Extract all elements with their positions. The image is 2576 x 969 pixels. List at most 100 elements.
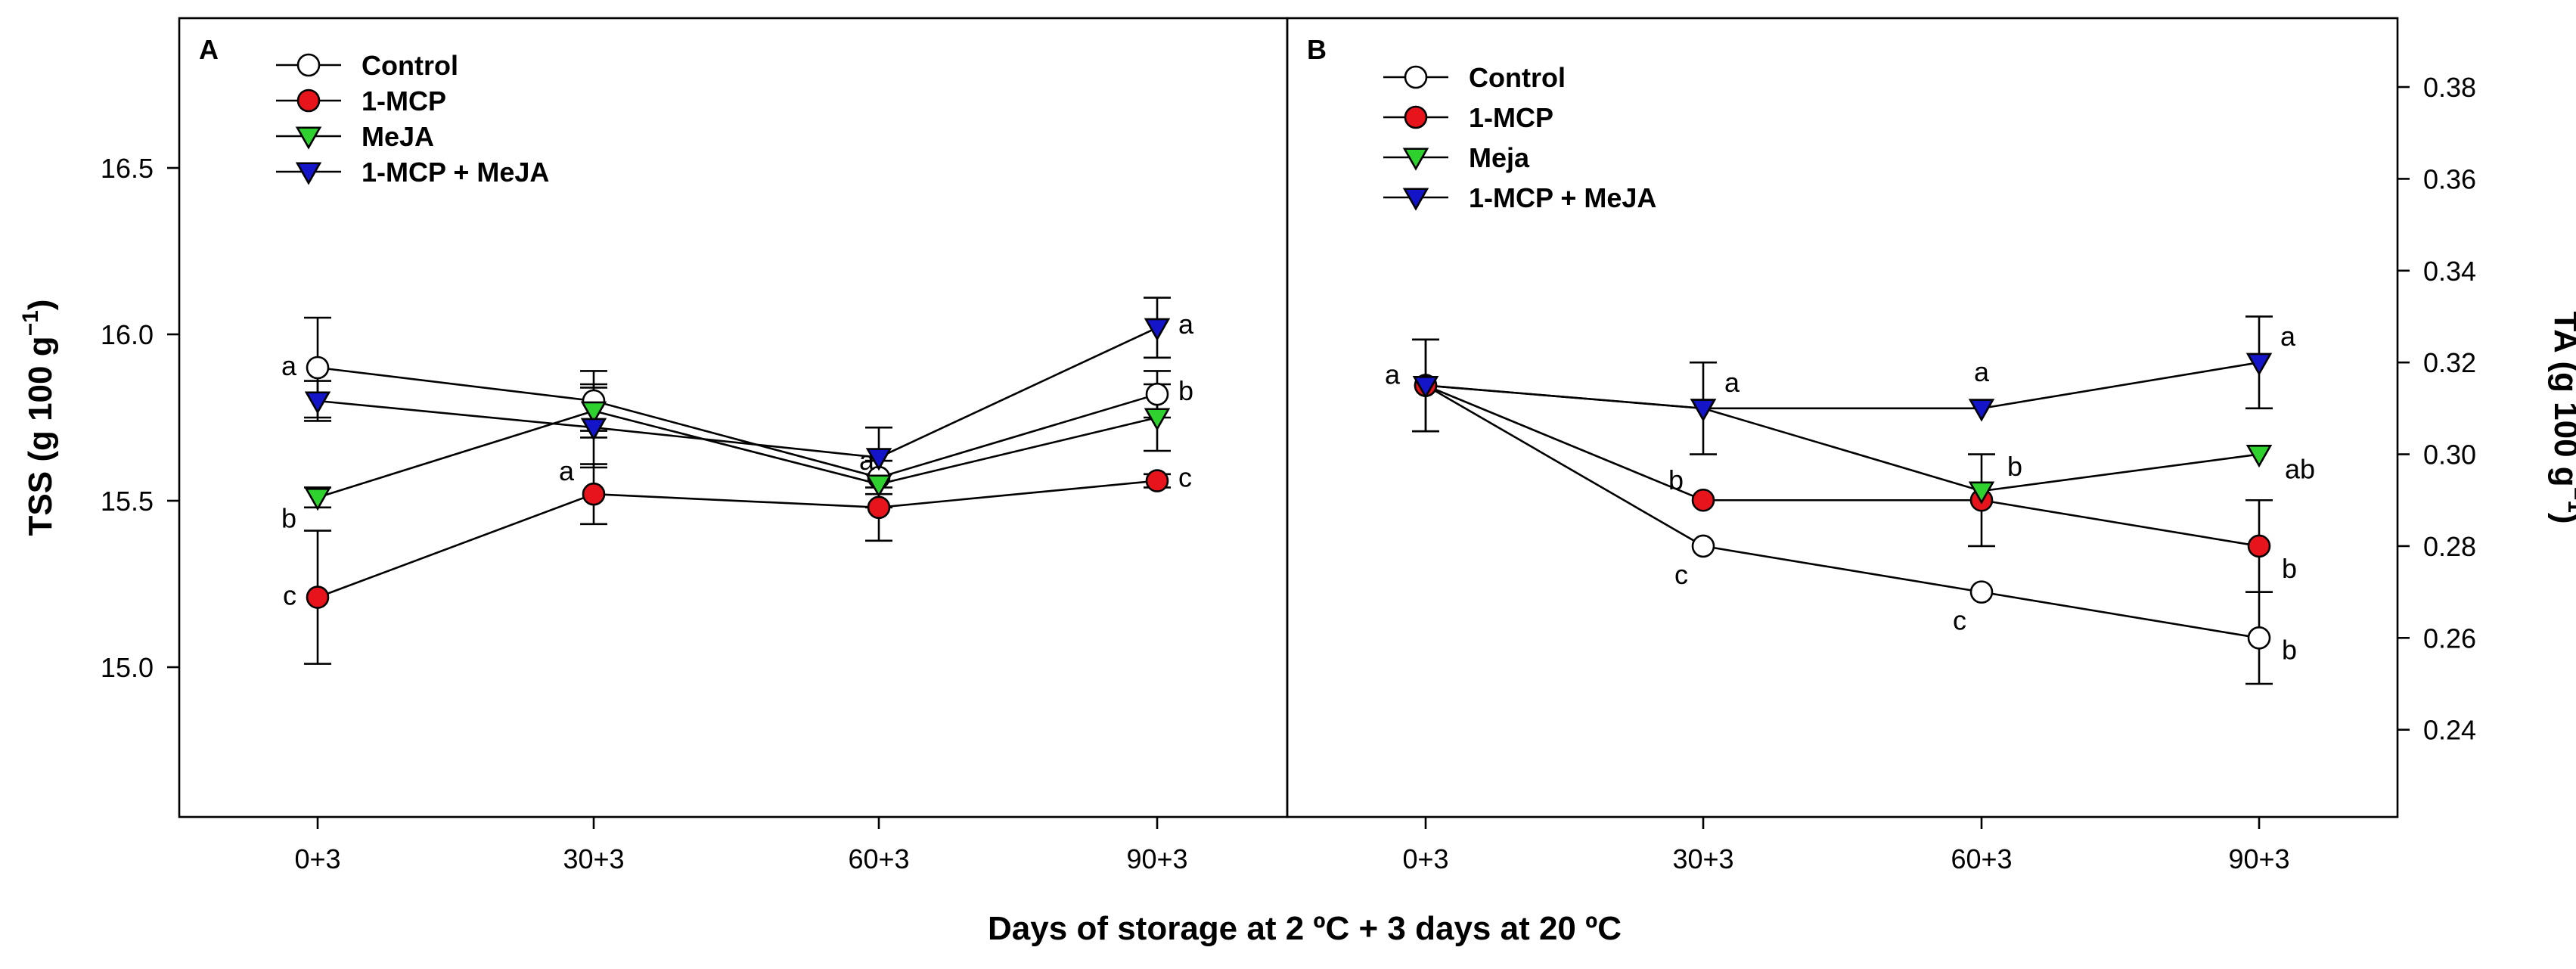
panel-B-meja-point — [2245, 445, 2273, 468]
panel-A-xtick-label: 60+3 — [848, 843, 909, 874]
panel-B-control-point — [1969, 580, 1994, 604]
y-axis-title-close: ) — [2547, 513, 2576, 524]
y-axis-title-close: ) — [22, 300, 59, 311]
panel-A-significance-label: a — [559, 455, 575, 486]
panel-B-significance-label: a — [1385, 359, 1401, 390]
panel-B-1-mcp-point — [1691, 488, 1715, 512]
panel-B-1-mcp-meja-point — [1412, 375, 1439, 399]
panel-A-series-line-1 — [317, 480, 1158, 598]
panel-A-1-mcp-meja-point — [1144, 318, 1171, 341]
legend-marker-1-mcp-meja — [295, 162, 322, 185]
panel-A-significance-label: c — [283, 580, 296, 611]
panel-B-ytick-label: 0.26 — [2423, 623, 2476, 654]
panel-A-1-mcp-point — [867, 495, 891, 520]
panel-B-ytick-label: 0.24 — [2423, 715, 2476, 746]
panel-B-series-line-0 — [1425, 384, 2260, 639]
panel-A-significance-label: a — [1178, 309, 1194, 340]
panel-A-1-mcp-point — [306, 585, 330, 609]
panel-B-significance-label: a — [1974, 356, 1990, 387]
panel-A-meja-point — [580, 401, 607, 424]
panel-A-significance-label: a — [281, 350, 297, 381]
legend-marker-1-mcp — [1404, 105, 1428, 129]
panel-A-xtick-label: 30+3 — [563, 843, 624, 874]
panel-B-y-axis-title: TA (g 100 g−1) — [2547, 311, 2576, 523]
panel-B-control-point — [2247, 626, 2271, 650]
legend-label: Control — [1469, 62, 1566, 93]
panel-B-significance-label: c — [1674, 559, 1688, 590]
panel-B-xtick-label: 60+3 — [1951, 843, 2012, 874]
panel-B-1-mcp-meja-point — [2245, 353, 2273, 376]
panel-A-ytick-label: 16.5 — [101, 153, 154, 184]
legend-marker-1-mcp — [296, 89, 321, 113]
panel-A-meja-point — [304, 488, 331, 511]
panel-B-significance-label: b — [2282, 553, 2297, 584]
y-axis-title-superscript: −1 — [2563, 487, 2576, 513]
panel-A-series-line-2 — [317, 409, 1158, 498]
legend-marker-1-mcp-meja — [1402, 188, 1429, 211]
panel-A-significance-label: b — [1178, 375, 1193, 406]
panel-A-control-point — [306, 356, 330, 380]
legend-label: Control — [362, 50, 458, 81]
legend-label: 1-MCP + MeJA — [362, 157, 549, 188]
panel-B-ytick-label: 0.34 — [2423, 256, 2476, 287]
panel-B-significance-label: ab — [2285, 454, 2315, 485]
legend-marker-control — [1404, 65, 1428, 89]
panel-A-meja-point — [1144, 408, 1171, 431]
panel-B-series-line-2 — [1425, 384, 2260, 492]
panel-B-1-mcp-meja-point — [1690, 399, 1717, 422]
panel-A-1-mcp-point — [1145, 469, 1169, 492]
y-axis-title-main: TSS (g 100 g — [22, 336, 59, 536]
panel-A-ytick-label: 16.0 — [101, 319, 154, 350]
panel-A-y-axis-title: TSS (g 100 g−1) — [18, 300, 59, 536]
panel-A-1-mcp-meja-point — [580, 418, 607, 441]
panel-A-series-line-0 — [317, 366, 1158, 479]
panel-A-series-line-3 — [317, 327, 1158, 459]
panel-B-significance-label: a — [1724, 367, 1740, 398]
legend-marker-meja — [1402, 148, 1429, 171]
panel-A-frame — [178, 17, 1289, 818]
panel-B-frame — [1286, 17, 2399, 818]
panel-letter-B: B — [1307, 34, 1327, 65]
panel-B-1-mcp-meja-point — [1968, 399, 1995, 422]
panel-A-significance-label: b — [281, 503, 296, 534]
legend-label: Meja — [1469, 142, 1530, 173]
panel-B-significance-label: b — [2007, 451, 2022, 482]
panel-B-ytick-label: 0.36 — [2423, 163, 2476, 194]
panel-A-significance-label: a — [859, 445, 875, 476]
legend-label: 1-MCP + MeJA — [1469, 182, 1656, 213]
legend-marker-control — [296, 53, 321, 77]
panel-B-series-line-3 — [1425, 361, 2260, 410]
panel-A-ytick-label: 15.5 — [101, 486, 154, 517]
panel-A-1-mcp-point — [582, 482, 606, 506]
panel-B-xtick-label: 30+3 — [1672, 843, 1733, 874]
legend-label: MeJA — [362, 121, 434, 152]
panel-B-ytick-label: 0.38 — [2423, 72, 2476, 103]
panel-A-control-point — [1145, 382, 1169, 406]
panel-B-series-line-1 — [1425, 384, 2260, 548]
panel-A-ytick-label: 15.0 — [101, 652, 154, 683]
y-axis-title-superscript: −1 — [18, 310, 43, 336]
panel-B-significance-label: c — [1953, 605, 1966, 636]
legend-marker-meja — [295, 126, 322, 150]
panel-A-xtick-label: 0+3 — [294, 843, 340, 874]
panel-B-significance-label: b — [1668, 464, 1684, 495]
panel-B-significance-label: b — [2282, 634, 2297, 665]
panel-B-significance-label: a — [2280, 321, 2296, 352]
panel-A-1-mcp-meja-point — [865, 448, 892, 471]
panel-A-xtick-label: 90+3 — [1126, 843, 1187, 874]
panel-B-control-point — [1691, 534, 1715, 558]
legend-label: 1-MCP — [362, 85, 446, 116]
panel-B-xtick-label: 0+3 — [1402, 843, 1448, 874]
panel-B-xtick-label: 90+3 — [2228, 843, 2289, 874]
panel-B-ytick-label: 0.30 — [2423, 439, 2476, 471]
panel-B-1-mcp-point — [2247, 534, 2271, 558]
panel-B-ytick-label: 0.28 — [2423, 531, 2476, 562]
panel-letter-A: A — [199, 34, 219, 65]
x-axis-title: Days of storage at 2 ºC + 3 days at 20 º… — [988, 910, 1622, 947]
panel-A-1-mcp-meja-point — [304, 391, 331, 415]
panel-A-meja-point — [865, 474, 892, 498]
panel-B-meja-point — [1968, 481, 1995, 505]
legend-label: 1-MCP — [1469, 102, 1553, 133]
